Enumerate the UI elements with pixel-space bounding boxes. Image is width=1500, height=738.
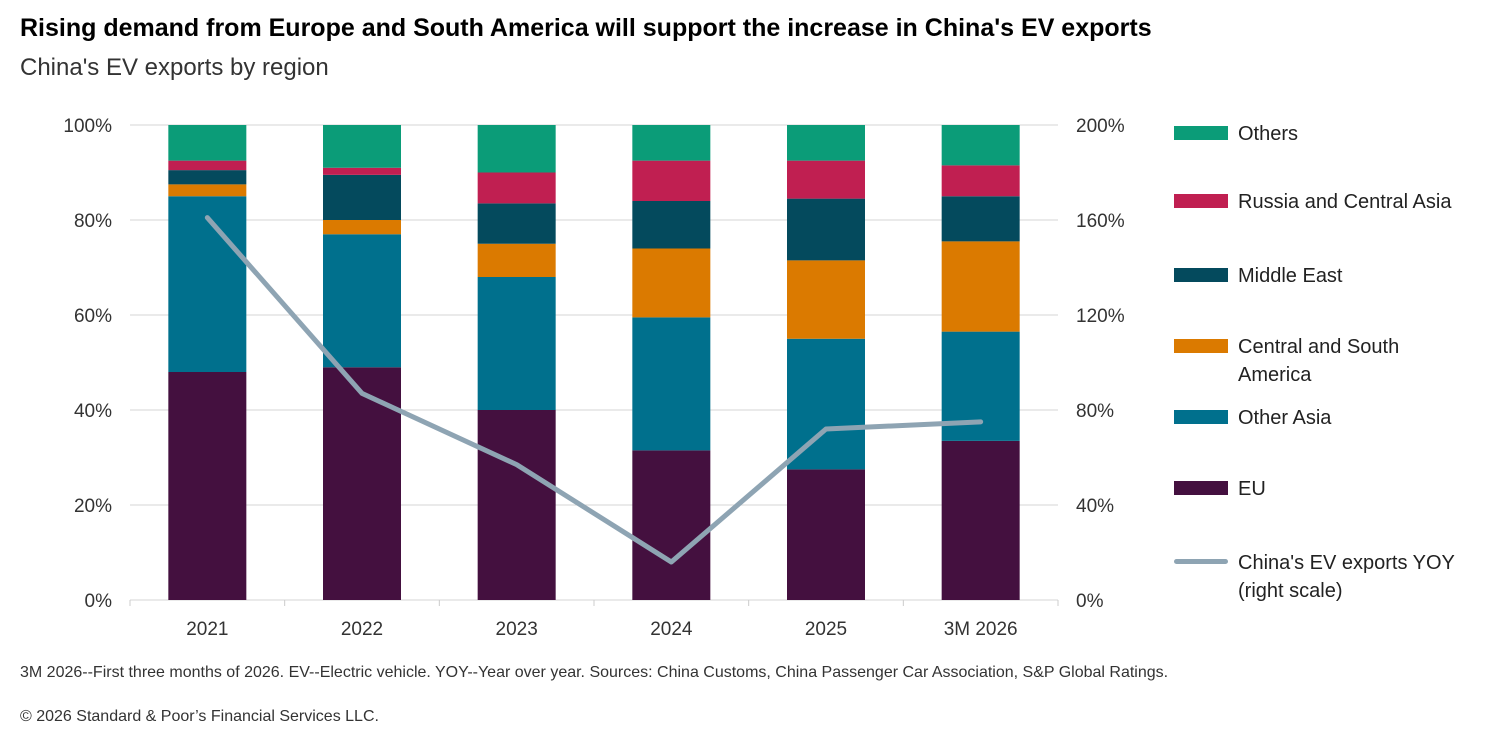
y-left-tick-label: 100% [63, 116, 112, 137]
footnote: 3M 2026--First three months of 2026. EV-… [20, 664, 1169, 681]
bar-middle-east [323, 174, 401, 220]
legend-item-other-asia: Other Asia [1174, 404, 1458, 432]
bar-other-asia [168, 196, 247, 372]
legend-label-central-south-america: Central and South America [1238, 336, 1400, 386]
legend-item-eu: EU [1174, 475, 1458, 503]
legend-label-yoy: China's EV exports YOY (right scale) [1238, 552, 1455, 602]
y-right-tick-label: 120% [1076, 306, 1125, 327]
legend-label-middle-east: Middle East [1238, 265, 1343, 287]
y-right-tick-label: 40% [1076, 496, 1114, 517]
bar-central-and-south-america [632, 248, 711, 318]
bar-central-and-south-america [168, 184, 247, 197]
y-left-tick-label: 40% [74, 401, 112, 422]
legend-label-eu: EU [1238, 478, 1266, 500]
y-right-tick-label: 160% [1076, 211, 1125, 232]
bar-middle-east [477, 203, 556, 244]
legend-label-other-asia: Other Asia [1238, 407, 1332, 429]
bar-central-and-south-america [941, 241, 1020, 332]
y-right-tick-label: 200% [1076, 116, 1125, 137]
bar-eu [787, 469, 865, 600]
y-left-tick-label: 60% [74, 306, 112, 327]
chart-plot: 0% 0% 20% 40% 40% 80% 60% 120% 80% 160% 100% 200% 20… [63, 116, 1124, 640]
legend-item-yoy: China's EV exports YOY (right scale) [1174, 549, 1458, 605]
legend-swatch-yoy [1174, 559, 1228, 564]
bar-russia-and-central-asia [323, 167, 401, 175]
chart-title: Rising demand from Europe and South Amer… [20, 14, 1152, 42]
bar-middle-east [787, 198, 865, 261]
legend-swatch-middle-east [1174, 268, 1228, 282]
chart-subtitle: China's EV exports by region [20, 54, 329, 81]
bar-russia-and-central-asia [477, 172, 556, 204]
y-left-tick-label: 80% [74, 211, 112, 232]
x-category-label: 2022 [341, 619, 383, 640]
x-category-label: 2025 [805, 619, 847, 640]
bar-others [168, 125, 247, 161]
bar-russia-and-central-asia [168, 160, 247, 171]
bar-eu [632, 450, 711, 600]
bar-central-and-south-america [477, 243, 556, 277]
legend-swatch-russia-central-asia [1174, 194, 1228, 208]
bar-stacks [168, 125, 1020, 600]
legend-swatch-central-south-america [1174, 339, 1228, 353]
legend-item-others: Others [1174, 120, 1458, 148]
bar-eu [168, 372, 247, 600]
x-category-label: 3M 2026 [944, 619, 1018, 640]
bar-other-asia [323, 234, 401, 368]
axis-labels: 0% 0% 20% 40% 40% 80% 60% 120% 80% 160% 100% 200% 20… [63, 116, 1124, 640]
y-left-tick-label: 0% [85, 591, 113, 612]
bar-other-asia [632, 317, 711, 451]
bar-eu [477, 410, 556, 600]
bar-middle-east [168, 170, 247, 185]
x-category-label: 2021 [186, 619, 228, 640]
legend-label-russia-central-asia: Russia and Central Asia [1238, 191, 1452, 213]
yoy-line [204, 215, 984, 565]
bar-central-and-south-america [787, 260, 865, 339]
legend-item-middle-east: Middle East [1174, 262, 1458, 290]
legend-item-russia-central-asia: Russia and Central Asia [1174, 188, 1458, 216]
grid-lines [129, 124, 1059, 606]
bar-russia-and-central-asia [632, 160, 711, 201]
copyright: © 2026 Standard & Poor’s Financial Servi… [20, 708, 379, 725]
x-category-label: 2024 [650, 619, 693, 640]
legend-swatch-other-asia [1174, 410, 1228, 424]
legend-item-central-south-america: Central and South America [1174, 333, 1458, 389]
bar-russia-and-central-asia [787, 160, 865, 199]
bar-central-and-south-america [323, 220, 401, 235]
bar-other-asia [787, 338, 865, 470]
bar-eu [323, 367, 401, 600]
legend-swatch-others [1174, 126, 1228, 140]
y-left-tick-label: 20% [74, 496, 112, 517]
bar-others [632, 125, 711, 161]
bar-eu [941, 440, 1020, 600]
bar-others [477, 125, 556, 173]
bar-middle-east [941, 196, 1020, 242]
legend-swatch-eu [1174, 481, 1228, 495]
bar-others [787, 125, 865, 161]
yoy-line-layer [204, 215, 984, 565]
bar-other-asia [477, 277, 556, 410]
bar-others [323, 125, 401, 168]
bar-russia-and-central-asia [941, 165, 1020, 197]
x-category-label: 2023 [496, 619, 538, 640]
bar-middle-east [632, 201, 711, 249]
y-right-tick-label: 80% [1076, 401, 1114, 422]
bar-others [941, 125, 1020, 166]
y-right-tick-label: 0% [1076, 591, 1104, 612]
legend-label-others: Others [1238, 123, 1299, 145]
